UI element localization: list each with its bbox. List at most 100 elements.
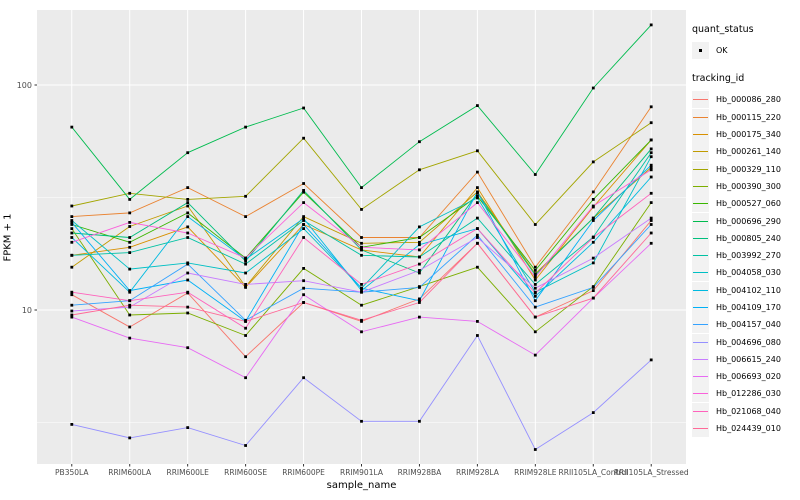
data-point xyxy=(186,236,190,239)
x-tick-label: RRIM600LA xyxy=(108,468,152,477)
legend-key-line-icon xyxy=(692,212,709,230)
data-point xyxy=(302,219,305,222)
legend-item-label: Hb_004102_110 xyxy=(716,285,781,295)
data-point xyxy=(476,149,479,153)
data-point xyxy=(591,219,595,222)
legend-item-Hb_004058_030: Hb_004058_030 xyxy=(692,264,800,282)
x-tick-label: RRIM600PE xyxy=(282,468,325,477)
legend-item-Hb_000086_280: Hb_000086_280 xyxy=(692,91,800,109)
data-point xyxy=(360,208,363,211)
data-point xyxy=(244,285,247,288)
legend-tracking-id: tracking_id Hb_000086_280 Hb_000115_220 Hb… xyxy=(692,73,800,438)
data-point xyxy=(476,196,479,200)
legend-item-label: Hb_000175_340 xyxy=(716,130,781,140)
data-point xyxy=(649,223,653,226)
data-point xyxy=(649,138,653,142)
legend-item-ok: OK xyxy=(692,42,800,60)
data-point xyxy=(302,227,305,230)
data-point xyxy=(360,289,363,292)
y-axis-title: FPKM + 1 xyxy=(2,213,14,262)
data-point xyxy=(360,248,363,252)
legend-item-Hb_004109_170: Hb_004109_170 xyxy=(692,299,800,316)
data-point xyxy=(70,293,74,297)
data-point xyxy=(302,236,305,239)
data-point xyxy=(302,279,305,283)
data-point xyxy=(649,151,653,155)
data-point xyxy=(186,225,190,229)
legend-item-Hb_006615_240: Hb_006615_240 xyxy=(692,350,800,368)
data-point xyxy=(70,315,74,319)
data-point xyxy=(360,186,363,189)
data-point xyxy=(186,215,190,218)
legend-title-tracking-id: tracking_id xyxy=(692,73,745,85)
data-point xyxy=(186,305,190,309)
data-point xyxy=(302,267,305,270)
x-tick-label: RRIM600SE xyxy=(224,468,267,477)
data-point xyxy=(418,286,421,289)
data-point xyxy=(476,194,479,198)
legend-key-line-icon xyxy=(692,281,709,299)
legend: quant_status OK tracking_id Hb_000086_28… xyxy=(692,24,800,438)
data-point xyxy=(533,283,537,286)
data-point xyxy=(649,358,653,362)
data-point xyxy=(302,286,305,290)
legend-item-Hb_000696_290: Hb_000696_290 xyxy=(692,212,800,230)
data-point xyxy=(360,330,363,334)
x-tick-label: RRII105LA_Stressed xyxy=(614,468,689,477)
data-point xyxy=(360,283,363,286)
data-point xyxy=(649,231,653,235)
data-point xyxy=(186,198,190,201)
data-point xyxy=(476,190,479,194)
data-point xyxy=(591,204,595,208)
data-point xyxy=(244,334,247,337)
data-point xyxy=(418,315,421,319)
legend-item-label: Hb_000805_240 xyxy=(716,233,781,243)
data-point xyxy=(533,273,537,277)
data-point xyxy=(418,269,421,272)
data-point xyxy=(649,121,653,125)
data-point xyxy=(186,271,190,275)
data-point xyxy=(244,259,247,263)
data-point xyxy=(533,278,537,282)
legend-key-line-icon xyxy=(692,126,709,144)
data-point xyxy=(360,236,363,239)
data-point xyxy=(70,223,74,226)
legend-item-label: Hb_024439_010 xyxy=(716,424,781,434)
data-point xyxy=(186,201,190,204)
data-point xyxy=(302,301,305,304)
data-point xyxy=(244,283,247,286)
legend-item-Hb_004102_110: Hb_004102_110 xyxy=(692,281,800,299)
data-point xyxy=(418,297,421,301)
data-point xyxy=(128,225,132,228)
data-point xyxy=(418,140,421,144)
data-point xyxy=(591,296,595,300)
data-point xyxy=(302,182,305,185)
data-point xyxy=(476,216,479,220)
data-point xyxy=(244,444,247,447)
data-point xyxy=(128,251,132,254)
legend-item-label: Hb_003992_270 xyxy=(716,251,781,261)
x-tick-label: RRII105LA_Control xyxy=(559,468,629,477)
legend-key-line-icon xyxy=(692,160,709,178)
data-point xyxy=(70,204,74,208)
data-point xyxy=(360,303,363,307)
data-point xyxy=(476,320,479,323)
data-point xyxy=(649,175,653,179)
y-tick-label: 100 xyxy=(17,81,32,90)
legend-item-Hb_000527_060: Hb_000527_060 xyxy=(692,195,800,213)
data-point xyxy=(186,262,190,266)
legend-item-label: OK xyxy=(716,46,728,56)
data-point xyxy=(476,104,479,107)
data-point xyxy=(186,231,190,235)
data-point xyxy=(476,334,479,337)
data-point xyxy=(591,411,595,414)
legend-item-Hb_004696_080: Hb_004696_080 xyxy=(692,333,800,351)
data-point xyxy=(244,320,247,323)
data-point xyxy=(70,309,74,313)
legend-item-Hb_003992_270: Hb_003992_270 xyxy=(692,247,800,265)
legend-item-label: Hb_012286_030 xyxy=(716,389,781,399)
x-tick-label: RRIM901LA xyxy=(340,468,384,477)
x-axis-title: sample_name xyxy=(326,480,397,491)
legend-item-label: Hb_000390_300 xyxy=(716,181,781,191)
data-point xyxy=(302,293,305,297)
